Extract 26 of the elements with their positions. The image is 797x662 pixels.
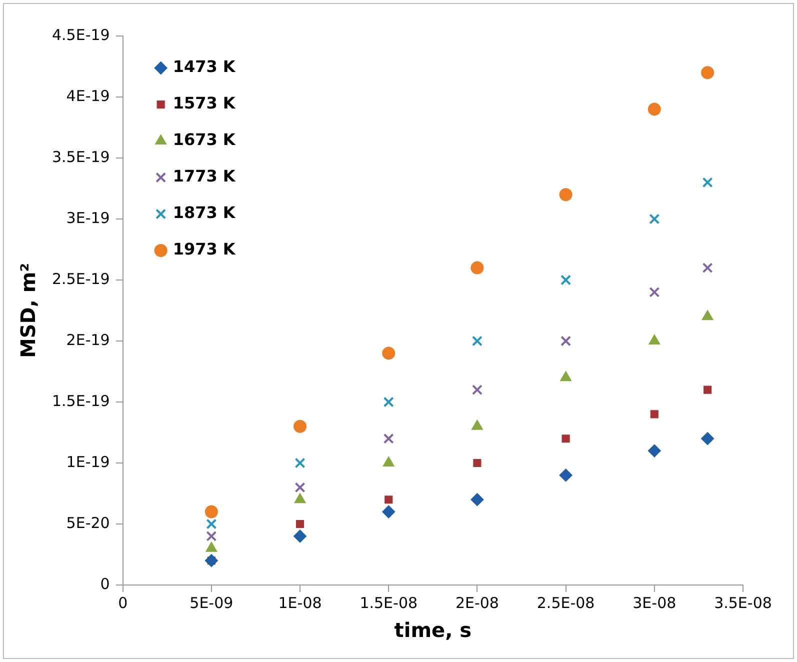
y-tick-label: 2.5E-19 <box>52 270 110 288</box>
x-axis-title: time, s <box>394 618 472 642</box>
x-tick-label: 2E-08 <box>455 594 499 612</box>
legend-label: 1773 K <box>172 166 236 186</box>
legend-label: 1473 K <box>172 57 236 76</box>
x-tick-label: 3.5E-08 <box>714 594 772 612</box>
legend-label: 1673 K <box>172 130 236 150</box>
y-tick-label: 1.5E-19 <box>52 392 110 410</box>
legend-label: 1973 K <box>172 240 236 259</box>
x-tick-label: 3E-08 <box>632 594 676 612</box>
y-tick-label: 4E-19 <box>66 86 110 105</box>
y-tick-label: 0 <box>100 574 110 593</box>
y-axis-title: MSD, m² <box>16 262 40 358</box>
legend-label: 1573 K <box>172 94 236 113</box>
y-tick-label: 4.5E-19 <box>52 26 110 44</box>
x-tick-label: 2.5E-08 <box>536 594 595 612</box>
x-tick-label: 1.5E-08 <box>360 594 418 612</box>
y-tick-label: 5E-20 <box>66 514 110 532</box>
legend-label: 1873 K <box>172 203 236 222</box>
x-tick-label: 1E-08 <box>278 594 322 612</box>
y-tick-label: 1E-19 <box>66 452 110 471</box>
y-tick-label: 3.5E-19 <box>52 148 110 166</box>
x-tick-label: 0 <box>118 594 128 612</box>
y-tick-label: 2E-19 <box>66 330 110 349</box>
x-tick-label: 5E-09 <box>190 594 234 612</box>
y-tick-label: 3E-19 <box>66 208 110 227</box>
